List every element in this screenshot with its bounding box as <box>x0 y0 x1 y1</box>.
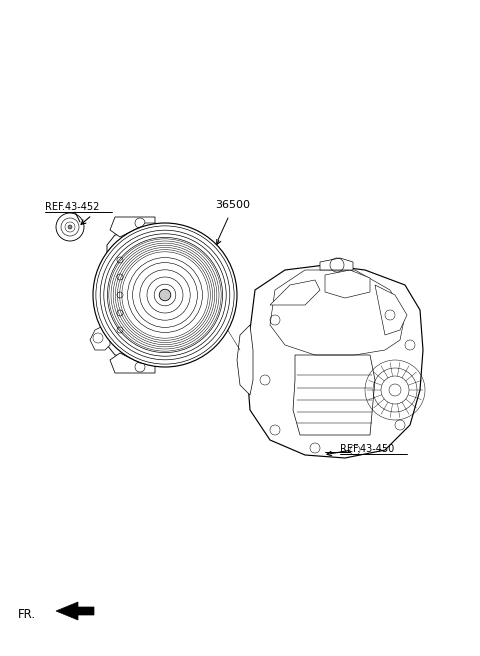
Polygon shape <box>107 227 190 363</box>
Polygon shape <box>110 353 155 373</box>
Polygon shape <box>56 602 94 620</box>
Text: 36500: 36500 <box>215 200 250 210</box>
Text: FR.: FR. <box>18 608 36 621</box>
Circle shape <box>68 225 72 229</box>
Circle shape <box>93 223 237 367</box>
Circle shape <box>56 213 84 241</box>
Polygon shape <box>320 258 353 270</box>
Polygon shape <box>110 217 155 237</box>
Polygon shape <box>237 325 253 395</box>
Polygon shape <box>247 265 423 458</box>
Polygon shape <box>90 325 110 350</box>
Polygon shape <box>135 223 160 240</box>
Circle shape <box>159 289 171 300</box>
Polygon shape <box>270 280 320 305</box>
Text: REF.43-452: REF.43-452 <box>45 202 99 212</box>
Polygon shape <box>375 285 407 335</box>
Polygon shape <box>325 270 370 298</box>
Text: REF.43-450: REF.43-450 <box>340 444 394 454</box>
